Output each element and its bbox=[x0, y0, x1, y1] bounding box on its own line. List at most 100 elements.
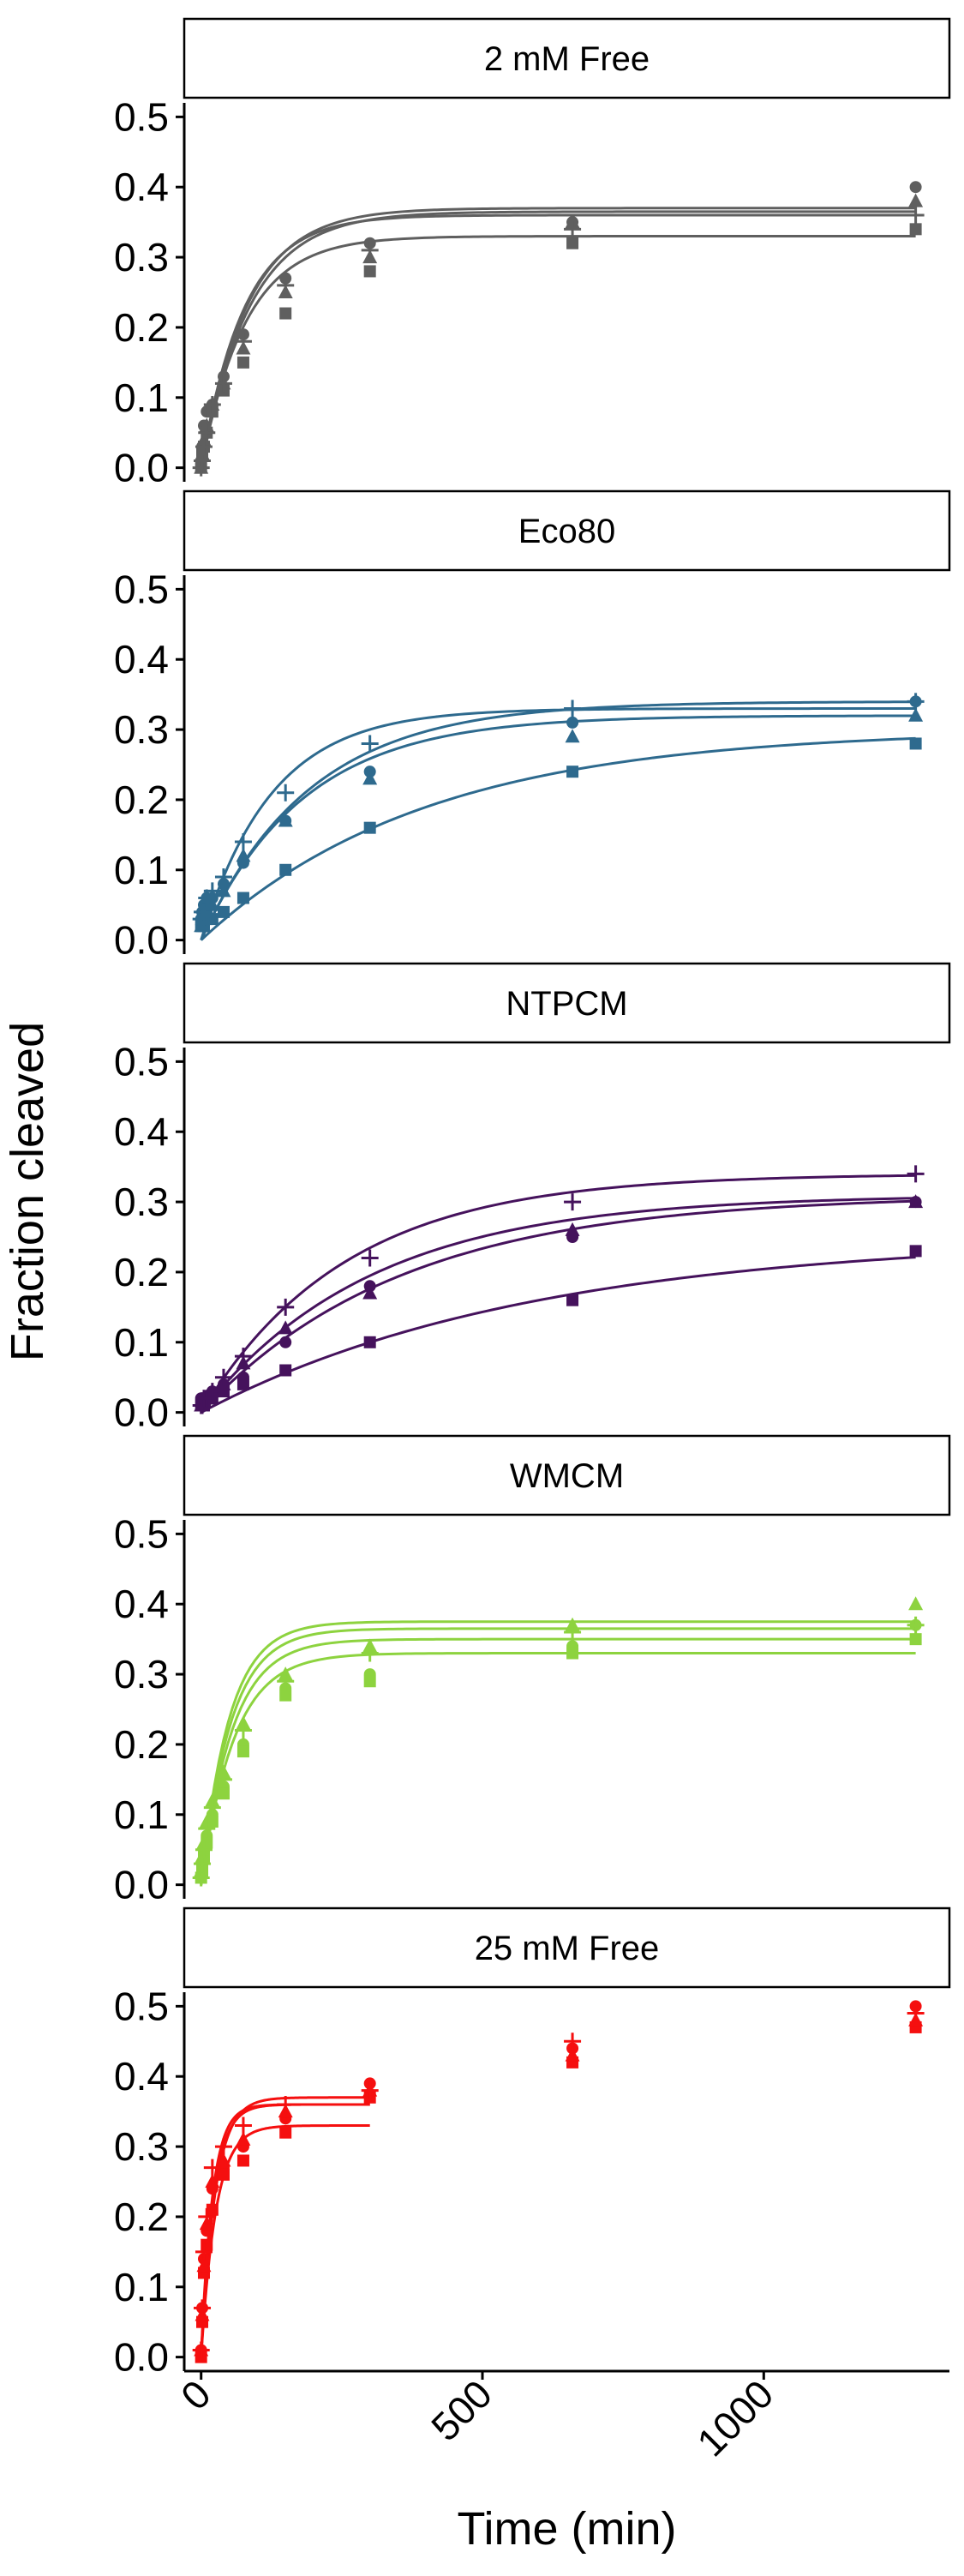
y-tick-label: 0.2 bbox=[114, 778, 169, 822]
y-tick-label: 0.1 bbox=[114, 375, 169, 420]
data-point-triangle bbox=[216, 2153, 231, 2167]
data-point-plus bbox=[234, 2117, 252, 2135]
panel-strip bbox=[183, 17, 951, 99]
data-point-square bbox=[206, 2203, 219, 2216]
data-point-square bbox=[279, 1364, 292, 1377]
data-point-triangle bbox=[908, 193, 924, 207]
data-point-square bbox=[237, 356, 249, 369]
data-point-plus bbox=[564, 700, 582, 718]
data-point-plus bbox=[203, 1383, 221, 1401]
panel-strip bbox=[183, 1906, 951, 1989]
panel-title: Eco80 bbox=[518, 513, 615, 550]
data-point-triangle bbox=[565, 2047, 580, 2062]
fit-curve-triangle bbox=[200, 1620, 916, 1885]
y-tick-label: 0.4 bbox=[114, 637, 169, 682]
data-point-plus bbox=[907, 1165, 925, 1183]
y-tick-label: 0.1 bbox=[114, 1320, 169, 1365]
panel-2: Eco80 0.0 0.1 0.2 0.3 0.4 0.5 bbox=[114, 489, 951, 963]
data-point-plus bbox=[361, 735, 379, 753]
y-tick-label: 0.1 bbox=[114, 848, 169, 892]
y-tick-label: 0.2 bbox=[114, 2195, 169, 2239]
data-point-plus bbox=[203, 2159, 221, 2177]
data-point-square bbox=[363, 265, 376, 278]
data-point-plus bbox=[564, 2033, 582, 2051]
data-point-plus bbox=[277, 2095, 295, 2113]
data-point-square bbox=[566, 237, 579, 249]
y-tick-label: 0.2 bbox=[114, 1250, 169, 1294]
fit-curve-plus bbox=[200, 1627, 916, 1885]
data-point-plus bbox=[214, 2138, 232, 2156]
data-point-plus bbox=[361, 1644, 379, 1662]
fit-curve-plus bbox=[200, 210, 916, 468]
data-point-triangle bbox=[362, 1285, 378, 1300]
data-point-square bbox=[279, 2126, 292, 2139]
fit-curve-square bbox=[200, 235, 916, 468]
fit-curve-plus bbox=[200, 707, 916, 941]
x-tick-label: 500 bbox=[422, 2371, 500, 2449]
data-point-triangle bbox=[278, 813, 293, 827]
y-tick-label: 0.2 bbox=[114, 1722, 169, 1767]
data-point-square bbox=[363, 821, 376, 834]
panel-3: NTPCM 0.0 0.1 0.2 0.3 0.4 0.5 bbox=[114, 962, 951, 1435]
data-point-plus bbox=[277, 1298, 295, 1316]
data-point-plus bbox=[234, 333, 252, 351]
fit-curve-circle bbox=[200, 207, 916, 468]
y-axis-title: Fraction cleaved bbox=[2, 1022, 53, 1361]
panel-title: WMCM bbox=[510, 1457, 624, 1495]
y-tick-label: 0.0 bbox=[114, 1390, 169, 1435]
y-tick-label: 0.0 bbox=[114, 918, 169, 963]
data-point-square bbox=[566, 766, 579, 778]
fit-curve-circle bbox=[200, 1199, 916, 1414]
data-point-square bbox=[909, 223, 922, 236]
data-point-triangle bbox=[216, 883, 231, 898]
fit-curve-triangle bbox=[200, 1197, 916, 1414]
y-tick-label: 0.0 bbox=[114, 446, 169, 490]
panel-title: 2 mM Free bbox=[484, 40, 650, 78]
data-point-plus bbox=[198, 423, 216, 441]
data-point-square bbox=[201, 2238, 213, 2251]
data-point-plus bbox=[277, 1672, 295, 1690]
data-point-square bbox=[279, 1689, 292, 1702]
data-point-plus bbox=[214, 868, 232, 886]
data-point-plus bbox=[203, 395, 221, 413]
data-point-square bbox=[237, 1745, 249, 1758]
y-tick-label: 0.4 bbox=[114, 2054, 169, 2099]
data-point-triangle bbox=[278, 1320, 293, 1335]
data-point-square bbox=[566, 1294, 579, 1306]
data-point-plus bbox=[195, 903, 213, 921]
data-point-triangle bbox=[236, 848, 251, 862]
panel-strip bbox=[183, 962, 951, 1044]
y-tick-label: 0.1 bbox=[114, 1792, 169, 1837]
data-point-square bbox=[363, 1675, 376, 1688]
data-point-triangle bbox=[205, 2174, 220, 2188]
data-point-triangle bbox=[236, 2131, 251, 2146]
fit-curve-square bbox=[201, 1256, 916, 1414]
data-point-triangle bbox=[908, 1596, 924, 1611]
data-point-square bbox=[279, 307, 292, 320]
data-point-plus bbox=[195, 438, 213, 456]
data-point-plus bbox=[198, 2207, 216, 2225]
panel-strip bbox=[183, 1434, 951, 1516]
y-tick-label: 0.0 bbox=[114, 1863, 169, 1907]
data-point-square bbox=[237, 892, 249, 904]
data-point-square bbox=[217, 2168, 230, 2181]
panel-5: 25 mM Free 0.0 0.1 0.2 0.3 0.4 0.5 bbox=[114, 1906, 951, 2380]
data-point-square bbox=[909, 1633, 922, 1646]
data-point-plus bbox=[195, 2243, 213, 2261]
data-point-plus bbox=[907, 1616, 925, 1634]
data-point-square bbox=[217, 905, 230, 918]
data-point-triangle bbox=[205, 897, 220, 911]
data-point-plus bbox=[907, 206, 925, 224]
y-tick-label: 0.3 bbox=[114, 1652, 169, 1696]
data-point-plus bbox=[203, 882, 221, 900]
panel-4: WMCM 0.0 0.1 0.2 0.3 0.4 0.5 bbox=[114, 1434, 951, 1907]
data-point-square bbox=[909, 1245, 922, 1258]
data-point-circle bbox=[279, 1336, 292, 1348]
data-point-plus bbox=[234, 1348, 252, 1366]
fit-curve-plus bbox=[200, 1174, 916, 1414]
data-point-square bbox=[909, 737, 922, 750]
data-point-plus bbox=[203, 1798, 221, 1816]
data-point-plus bbox=[214, 1368, 232, 1386]
data-point-triangle bbox=[565, 729, 580, 743]
